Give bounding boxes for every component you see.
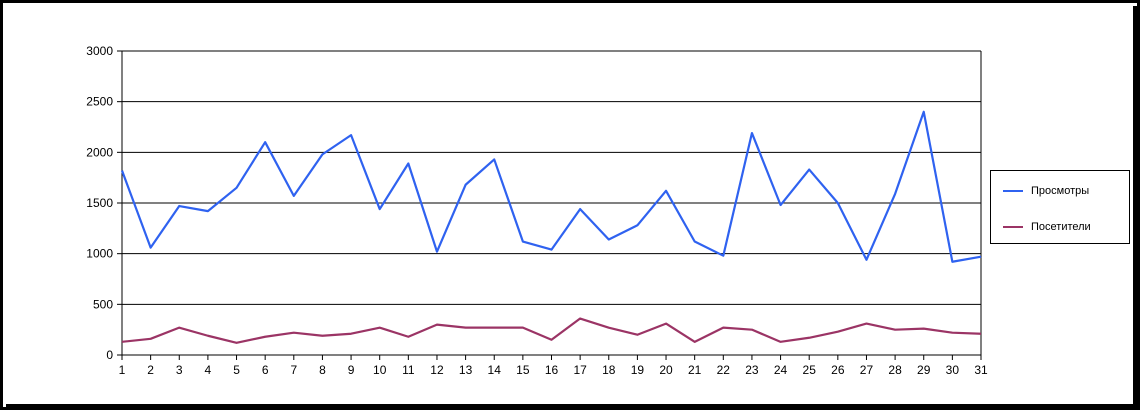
x-tick-label: 15 — [516, 363, 530, 377]
x-tick-label: 7 — [290, 363, 297, 377]
legend-label-1: Посетители — [1031, 221, 1091, 233]
x-tick-label: 30 — [946, 363, 960, 377]
x-tick-label: 21 — [688, 363, 702, 377]
x-tick-label: 13 — [459, 363, 473, 377]
x-tick-label: 12 — [430, 363, 444, 377]
x-tick-label: 25 — [803, 363, 817, 377]
x-tick-label: 14 — [488, 363, 502, 377]
series-line-1 — [121, 317, 982, 344]
y-tick-label: 2000 — [86, 145, 113, 159]
x-tick-label: 5 — [233, 363, 240, 377]
y-tick-label: 3000 — [86, 44, 113, 58]
x-tick-label: 10 — [373, 363, 387, 377]
y-tick-label: 1000 — [86, 247, 113, 261]
x-tick-label: 1 — [119, 363, 126, 377]
chart-legend: Просмотры Посетители — [990, 170, 1130, 244]
x-tick-label: 8 — [319, 363, 326, 377]
x-tick-label: 20 — [659, 363, 673, 377]
legend-label-0: Просмотры — [1031, 185, 1090, 197]
x-tick-label: 17 — [573, 363, 587, 377]
y-tick-label: 1500 — [86, 196, 113, 210]
x-tick-label: 27 — [860, 363, 874, 377]
x-tick-label: 24 — [774, 363, 788, 377]
series-line-0 — [120, 110, 982, 263]
x-tick-label: 6 — [262, 363, 269, 377]
x-tick-label: 16 — [545, 363, 559, 377]
x-tick-label: 9 — [348, 363, 355, 377]
x-tick-label: 3 — [176, 363, 183, 377]
frame-shadow-right — [1133, 6, 1138, 408]
x-tick-label: 4 — [205, 363, 212, 377]
x-tick-label: 31 — [974, 363, 988, 377]
y-tick-label: 2500 — [86, 95, 113, 109]
x-tick-label: 29 — [917, 363, 931, 377]
x-tick-label: 22 — [717, 363, 731, 377]
x-tick-label: 26 — [831, 363, 845, 377]
x-tick-label: 11 — [402, 363, 415, 377]
x-tick-label: 2 — [147, 363, 154, 377]
legend-swatch-1 — [1003, 226, 1023, 228]
legend-swatch-0 — [1003, 190, 1023, 192]
legend-item-1: Посетители — [991, 219, 1129, 235]
x-tick-label: 18 — [602, 363, 616, 377]
x-tick-label: 28 — [888, 363, 902, 377]
y-tick-label: 0 — [106, 348, 113, 362]
legend-item-0: Просмотры — [991, 183, 1129, 199]
x-tick-label: 23 — [745, 363, 759, 377]
y-tick-label: 500 — [93, 297, 113, 311]
x-tick-label: 19 — [631, 363, 645, 377]
frame-shadow-bottom — [6, 404, 1138, 409]
